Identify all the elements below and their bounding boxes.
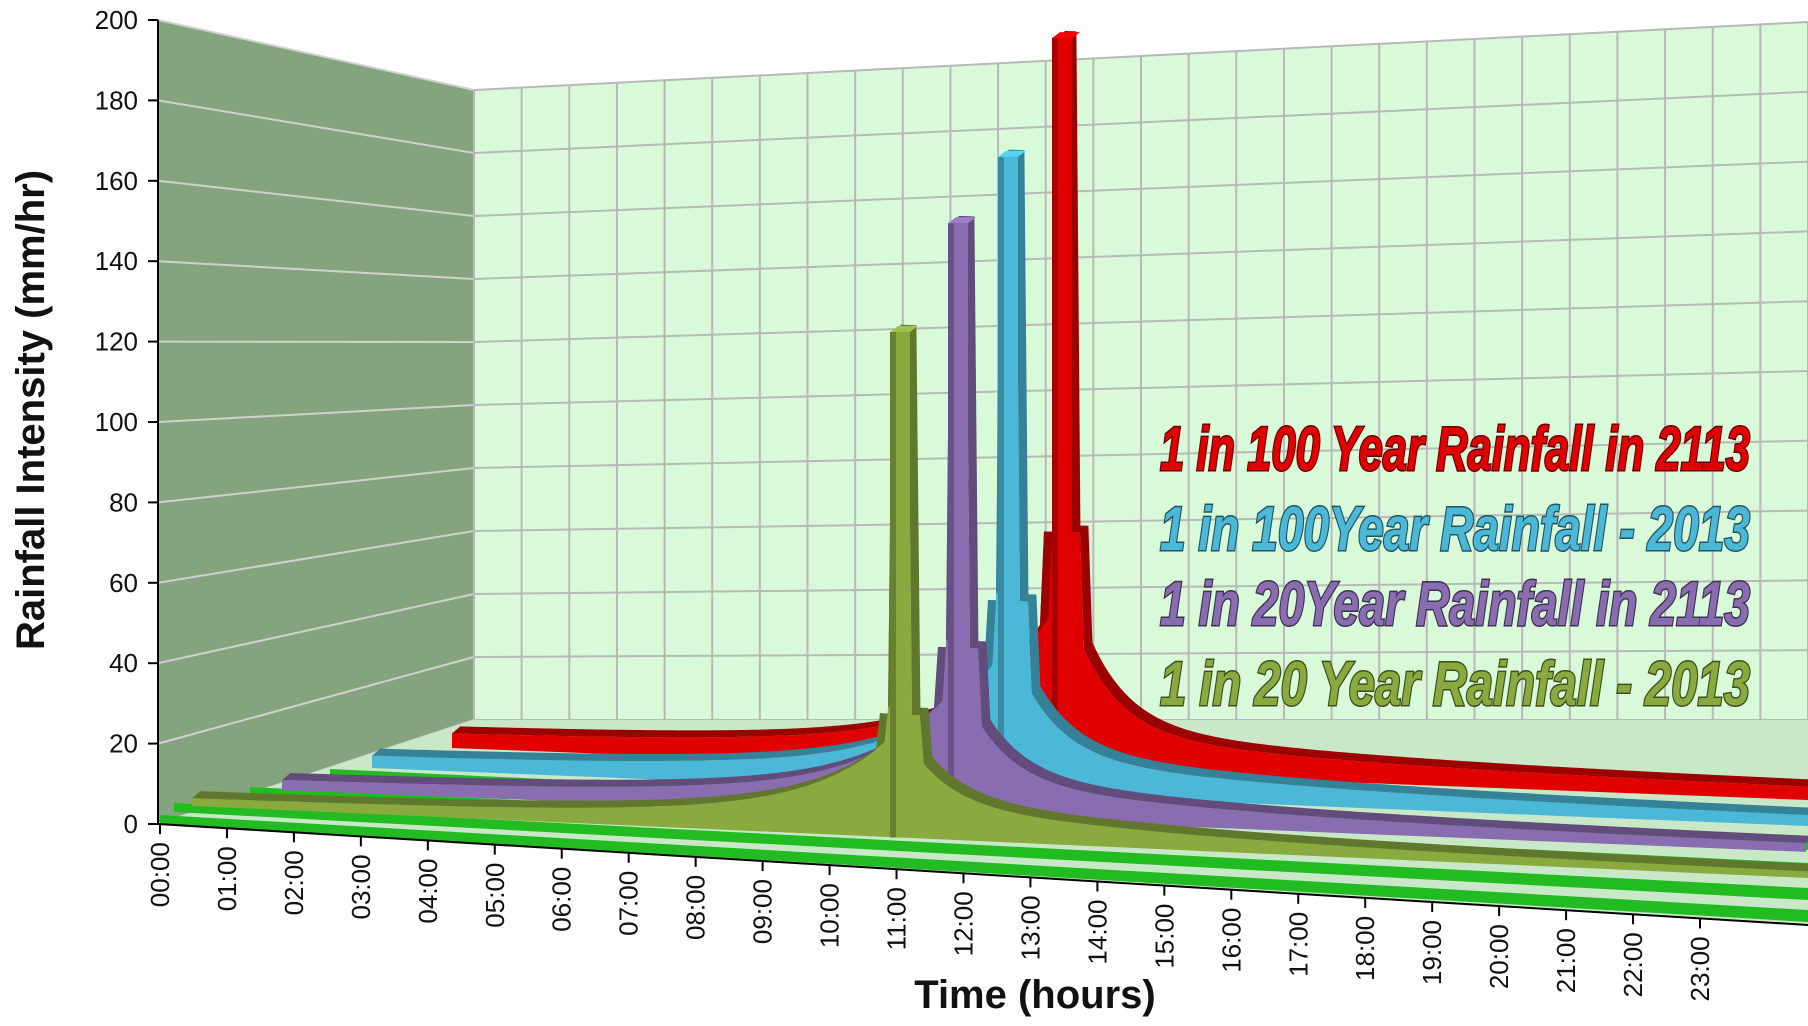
x-tick-label: 20:00 (1484, 924, 1514, 989)
side-gridline (157, 467, 475, 504)
x-tick-label: 02:00 (279, 850, 309, 915)
y-tick-label: 100 (95, 407, 138, 437)
series-4 (192, 324, 1808, 878)
x-tick-label: 23:00 (1685, 936, 1715, 1001)
x-tick-label: 08:00 (681, 875, 711, 940)
y-axis-title: Rainfall Intensity (mm/hr) (9, 170, 53, 650)
x-tick-label: 22:00 (1618, 932, 1648, 997)
x-tick-label: 15:00 (1149, 904, 1179, 969)
y-tick-label: 60 (109, 568, 138, 598)
legend: 1 in 100 Year Rainfall in 2113 1 in 100Ye… (1159, 414, 1752, 721)
y-tick-label: 140 (95, 246, 138, 276)
floor-stripe (174, 803, 1808, 900)
y-tick-label: 40 (109, 648, 138, 678)
x-tick-label: 16:00 (1216, 908, 1246, 973)
side-gridline (157, 530, 475, 584)
y-tick-label: 200 (95, 5, 138, 35)
series-layer (192, 30, 1808, 878)
y-tick-label: 120 (95, 327, 138, 357)
side-gridline (157, 260, 475, 280)
y-tick-label: 20 (109, 729, 138, 759)
x-tick-label: 09:00 (748, 879, 778, 944)
x-axis-title: Time (hours) (914, 973, 1156, 1017)
x-tick-label: 05:00 (480, 863, 510, 928)
series-peak-cap (948, 217, 976, 224)
y-tick-label: 180 (95, 85, 138, 115)
side-gridline (157, 99, 475, 154)
y-tick-label: 80 (109, 487, 138, 517)
x-axis-ticks: 00:00 01:00 02:00 03:00 04:00 05:00 06:00 07:00… (145, 824, 1715, 1001)
legend-entry-1: 1 in 100 Year Rainfall in 2113 (1160, 415, 1750, 484)
y-tick-label: 160 (95, 166, 138, 196)
x-tick-label: 10:00 (815, 883, 845, 948)
side-gridline (157, 179, 475, 217)
side-gridline (157, 656, 475, 745)
x-tick-label: 19:00 (1417, 920, 1447, 985)
floor-stripe (160, 815, 1808, 922)
x-tick-label: 17:00 (1283, 912, 1313, 977)
series-peak-side (998, 156, 1004, 794)
side-gridline (157, 593, 475, 665)
x-tick-label: 14:00 (1082, 900, 1112, 965)
y-tick-label: 0 (124, 809, 138, 839)
legend-entry-3: 1 in 20Year Rainfall in 2113 (1160, 570, 1750, 639)
series-peak-cap (998, 150, 1026, 157)
y-axis-ticks: 0 20 40 60 80 100 120 140 160 180 200 (95, 5, 158, 839)
x-tick-label: 21:00 (1551, 928, 1581, 993)
legend-entry-4: 1 in 20 Year Rainfall - 2013 (1160, 650, 1750, 719)
series-peak-side (890, 331, 896, 838)
x-tick-label: 07:00 (614, 871, 644, 936)
x-tick-label: 01:00 (212, 846, 242, 911)
x-tick-label: 06:00 (547, 867, 577, 932)
series-1 (452, 30, 1808, 800)
series-peak-side (948, 223, 954, 818)
x-tick-label: 00:00 (145, 842, 175, 907)
x-tick-label: 03:00 (346, 854, 376, 919)
series-2 (372, 149, 1808, 826)
x-tick-label: 11:00 (882, 887, 912, 950)
series-peak-side (1052, 38, 1058, 772)
x-tick-label: 18:00 (1350, 916, 1380, 981)
x-tick-label: 13:00 (1015, 895, 1045, 960)
side-gridline (157, 19, 475, 91)
x-axis-line (157, 823, 1808, 926)
side-wall (158, 20, 474, 824)
x-tick-label: 04:00 (413, 859, 443, 924)
series-front-face (282, 222, 1806, 852)
series-top-face (282, 215, 1808, 844)
series-peak-cap (1052, 32, 1080, 39)
side-gridline (157, 404, 475, 423)
series-peak-cap (890, 325, 918, 332)
legend-entry-2: 1 in 100Year Rainfall - 2013 (1160, 495, 1750, 564)
x-tick-label: 12:00 (948, 891, 978, 956)
series-3 (282, 215, 1808, 852)
